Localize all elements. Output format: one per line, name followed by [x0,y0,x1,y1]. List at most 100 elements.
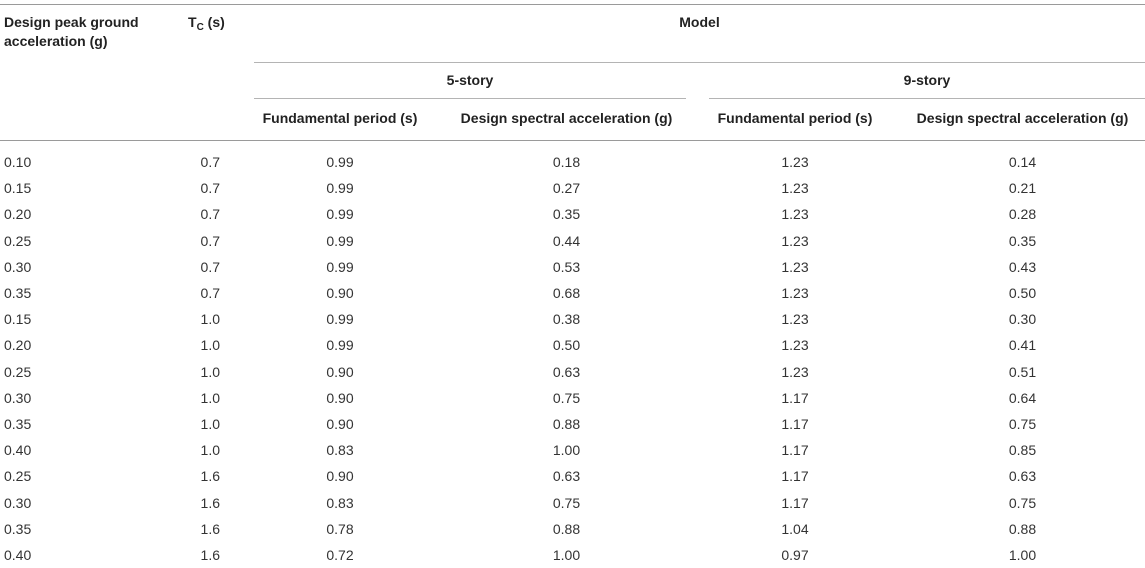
cell-tc: 1.0 [200,416,220,432]
table-row: 0.25 1.0 0.90 0.63 1.23 0.51 [0,359,1145,385]
cell-pga: 0.20 [4,337,32,354]
cell-tc: 0.7 [200,285,220,301]
cell-pga: 0.40 [4,547,32,563]
cell-pga: 0.35 [4,416,32,432]
cell-accel-9: 0.63 [1008,468,1037,485]
cell-period-9: 1.23 [781,311,809,328]
table-row: 0.25 0.7 0.99 0.44 1.23 0.35 [0,228,1145,254]
cell-period-5: 0.99 [326,180,354,197]
cell-accel-9: 0.41 [1008,337,1037,354]
cell-period-9: 1.23 [781,285,809,301]
cell-accel-5: 0.63 [552,363,581,380]
cell-tc: 1.6 [200,494,220,511]
header-bottom-rule [0,140,1145,141]
cell-period-5: 0.99 [326,154,354,170]
cell-period-5: 0.99 [326,337,354,354]
cell-accel-5: 0.53 [552,258,581,275]
cell-period-5: 0.90 [326,468,354,485]
header-group-9-story: 9-story [903,72,951,88]
cell-accel-5: 0.44 [552,232,581,249]
cell-period-5: 0.90 [326,285,354,301]
cell-period-5: 0.72 [326,547,354,563]
table-row: 0.25 1.6 0.90 0.63 1.17 0.63 [0,463,1145,489]
cell-tc: 1.6 [200,468,220,485]
cell-accel-5: 0.27 [552,180,581,197]
cell-period-9: 1.17 [781,416,809,432]
cell-pga: 0.25 [4,468,32,485]
cell-period-5: 0.90 [326,389,354,406]
cell-period-5: 0.78 [326,520,354,537]
cell-period-9: 1.17 [781,389,809,406]
cell-period-5: 0.83 [326,494,354,511]
cell-tc: 1.0 [200,337,220,354]
header-tc-unit: (s) [203,14,225,30]
cell-accel-9: 0.14 [1008,154,1037,170]
cell-period-9: 1.23 [781,154,809,170]
cell-pga: 0.30 [4,494,32,511]
cell-period-5: 0.99 [326,258,354,275]
cell-period-5: 0.99 [326,232,354,249]
cell-period-5: 0.90 [326,363,354,380]
cell-pga: 0.35 [4,520,32,537]
cell-accel-5: 0.18 [552,154,581,170]
cell-pga: 0.20 [4,206,32,223]
cell-period-9: 1.04 [781,520,809,537]
cell-period-9: 1.17 [781,494,809,511]
cell-period-5: 0.83 [326,442,354,459]
header-pga-line1: Design peak ground [4,14,139,30]
header-group-5-story: 5-story [446,72,494,88]
cell-tc: 1.0 [200,363,220,380]
model-underline [254,62,1145,63]
table-row: 0.20 1.0 0.99 0.50 1.23 0.41 [0,332,1145,358]
header-accel-5: Design spectral acceleration (g) [460,110,673,126]
cell-pga: 0.40 [4,442,32,459]
table-row: 0.30 1.6 0.83 0.75 1.17 0.75 [0,490,1145,516]
cell-period-9: 1.23 [781,258,809,275]
header-period-5: Fundamental period (s) [262,110,418,126]
table-row: 0.10 0.7 0.99 0.18 1.23 0.14 [0,149,1145,175]
cell-accel-5: 1.00 [552,547,581,563]
cell-accel-5: 0.68 [552,285,581,301]
group-9-underline [709,98,1145,99]
cell-period-5: 0.90 [326,416,354,432]
cell-period-9: 1.23 [781,337,809,354]
cell-pga: 0.30 [4,389,32,406]
cell-accel-5: 1.00 [552,442,581,459]
cell-period-9: 1.23 [781,232,809,249]
cell-period-9: 1.23 [781,363,809,380]
cell-accel-5: 0.75 [552,494,581,511]
header-accel-9: Design spectral acceleration (g) [916,110,1129,126]
cell-tc: 0.7 [200,206,220,223]
group-5-underline [254,98,686,99]
table-row: 0.40 1.0 0.83 1.00 1.17 0.85 [0,437,1145,463]
cell-tc: 0.7 [200,232,220,249]
cell-period-5: 0.99 [326,206,354,223]
table-row: 0.15 0.7 0.99 0.27 1.23 0.21 [0,175,1145,201]
cell-tc: 0.7 [200,154,220,170]
cell-accel-9: 0.35 [1008,232,1037,249]
cell-period-5: 0.99 [326,311,354,328]
cell-pga: 0.15 [4,180,32,197]
cell-accel-5: 0.35 [552,206,581,223]
cell-tc: 1.0 [200,311,220,328]
cell-accel-9: 0.28 [1008,206,1037,223]
cell-tc: 1.0 [200,389,220,406]
cell-tc: 1.6 [200,520,220,537]
cell-accel-9: 0.88 [1008,520,1037,537]
cell-accel-9: 0.43 [1008,258,1037,275]
cell-tc: 1.6 [200,547,220,563]
cell-tc: 0.7 [200,180,220,197]
cell-period-9: 1.17 [781,468,809,485]
cell-accel-5: 0.88 [552,416,581,432]
cell-accel-9: 0.30 [1008,311,1037,328]
table-row: 0.35 0.7 0.90 0.68 1.23 0.50 [0,280,1145,306]
cell-period-9: 1.17 [781,442,809,459]
cell-accel-5: 0.63 [552,468,581,485]
table-row: 0.15 1.0 0.99 0.38 1.23 0.30 [0,306,1145,332]
header-pga-line2: acceleration (g) [4,33,108,49]
header-model: Model [679,14,720,30]
cell-accel-5: 0.50 [552,337,581,354]
cell-pga: 0.25 [4,232,32,249]
cell-accel-9: 0.51 [1008,363,1037,380]
